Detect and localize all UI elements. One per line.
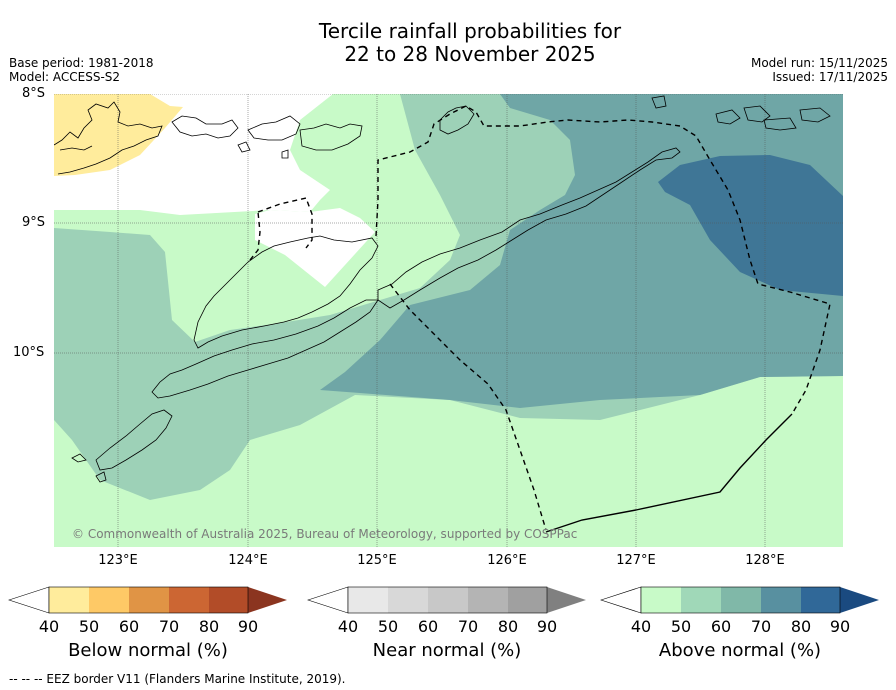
coastlines bbox=[54, 95, 831, 483]
region-white-gap bbox=[255, 208, 375, 287]
above-tick-50: 50 bbox=[670, 617, 692, 636]
meta-right: Model run: 15/11/2025 Issued: 17/11/2025 bbox=[751, 56, 888, 84]
above-normal-title: Above normal (%) bbox=[658, 640, 822, 661]
near-tick-50: 50 bbox=[377, 617, 399, 636]
near-seg-under bbox=[307, 586, 349, 614]
lat-label-9s: 9°S bbox=[22, 215, 46, 230]
near-seg-80-90 bbox=[508, 587, 547, 613]
below-seg-80-90 bbox=[209, 587, 248, 613]
above-seg-40-50 bbox=[641, 587, 681, 613]
chart-title: Tercile rainfall probabilities for 22 to… bbox=[0, 20, 896, 66]
lon-label-123e: 123°E bbox=[98, 553, 138, 568]
below-seg-60-70 bbox=[129, 587, 169, 613]
below-tick-60: 60 bbox=[118, 617, 140, 636]
colorbar-near bbox=[307, 586, 586, 614]
above-seg-over bbox=[840, 587, 879, 613]
below-normal-title: Below normal (%) bbox=[68, 640, 228, 661]
above-seg-50-60 bbox=[681, 587, 721, 613]
above-tick-80: 80 bbox=[790, 617, 812, 636]
near-tick-90: 90 bbox=[536, 617, 558, 636]
below-seg-over bbox=[248, 587, 287, 613]
below-tick-90: 90 bbox=[237, 617, 259, 636]
region-above-70-80 bbox=[658, 155, 843, 296]
below-seg-70-80 bbox=[169, 587, 209, 613]
lon-label-126e: 126°E bbox=[487, 553, 527, 568]
below-tick-50: 50 bbox=[78, 617, 100, 636]
near-tick-40: 40 bbox=[337, 617, 359, 636]
near-seg-60-70 bbox=[428, 587, 468, 613]
model-run: Model run: 15/11/2025 bbox=[750, 56, 888, 70]
colorbar-below bbox=[8, 586, 287, 614]
above-tick-40: 40 bbox=[630, 617, 652, 636]
above-seg-under bbox=[600, 586, 642, 614]
below-tick-70: 70 bbox=[158, 617, 180, 636]
model-name: Model: ACCESS-S2 bbox=[9, 70, 121, 84]
below-tick-80: 80 bbox=[198, 617, 220, 636]
below-tick-40: 40 bbox=[38, 617, 60, 636]
eez-footnote: -- -- -- EEZ border V11 (Flanders Marine… bbox=[9, 672, 346, 686]
map-fields: © Commonwealth of Australia 2025, Bureau… bbox=[54, 94, 843, 547]
above-seg-80-90 bbox=[801, 587, 840, 613]
lat-label-8s: 8°S bbox=[22, 86, 46, 101]
base-period: Base period: 1981-2018 bbox=[9, 56, 154, 70]
meta-left: Base period: 1981-2018 Model: ACCESS-S2 bbox=[9, 56, 154, 84]
near-tick-60: 60 bbox=[417, 617, 439, 636]
near-seg-70-80 bbox=[468, 587, 508, 613]
above-tick-90: 90 bbox=[829, 617, 851, 636]
below-seg-50-60 bbox=[89, 587, 129, 613]
near-normal-title: Near normal (%) bbox=[372, 640, 522, 661]
title-line-1: Tercile rainfall probabilities for bbox=[318, 19, 622, 43]
colorbars bbox=[8, 586, 879, 614]
below-seg-40-50 bbox=[49, 587, 89, 613]
lon-label-127e: 127°E bbox=[616, 553, 656, 568]
near-seg-50-60 bbox=[388, 587, 428, 613]
lon-label-128e: 128°E bbox=[745, 553, 785, 568]
near-tick-80: 80 bbox=[497, 617, 519, 636]
near-seg-40-50 bbox=[348, 587, 388, 613]
issued-date: Issued: 17/11/2025 bbox=[772, 70, 888, 84]
near-tick-70: 70 bbox=[457, 617, 479, 636]
near-seg-over bbox=[547, 587, 586, 613]
above-seg-60-70 bbox=[721, 587, 761, 613]
lon-label-125e: 125°E bbox=[357, 553, 397, 568]
above-seg-70-80 bbox=[761, 587, 801, 613]
title-line-2: 22 to 28 November 2025 bbox=[344, 42, 596, 66]
above-tick-60: 60 bbox=[710, 617, 732, 636]
lat-label-10s: 10°S bbox=[13, 345, 45, 360]
above-tick-70: 70 bbox=[750, 617, 772, 636]
region-below-40-50 bbox=[54, 94, 183, 176]
lon-label-124e: 124°E bbox=[228, 553, 268, 568]
colorbar-above bbox=[600, 586, 879, 614]
copyright-text: © Commonwealth of Australia 2025, Bureau… bbox=[72, 527, 577, 541]
below-seg-under bbox=[8, 586, 50, 614]
eez-border bbox=[249, 105, 831, 533]
grid-lines bbox=[54, 94, 843, 547]
